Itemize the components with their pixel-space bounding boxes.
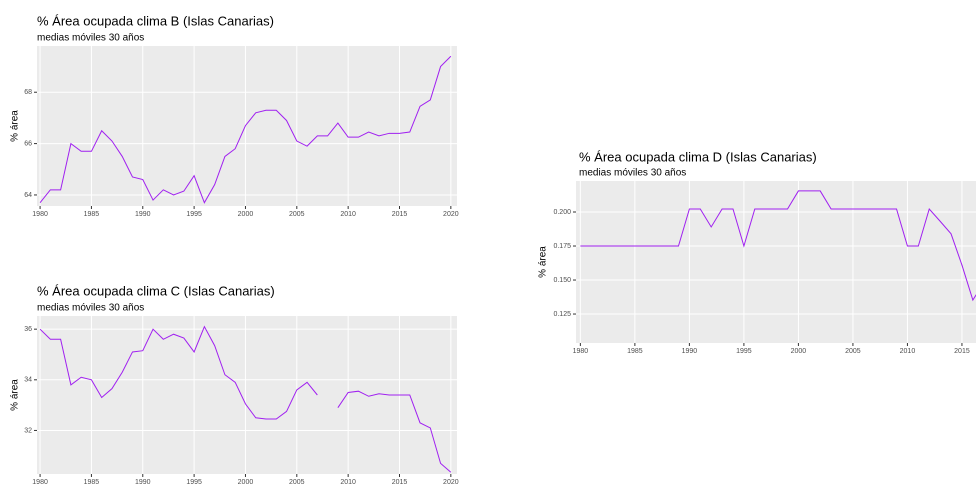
x-tick-label: 2005 <box>845 348 861 355</box>
x-tick-label: 1985 <box>84 211 100 218</box>
y-tick-label: 66 <box>24 140 32 147</box>
chart-subtitle: medias móviles 30 años <box>579 168 686 179</box>
x-tick-label: 1985 <box>627 348 643 355</box>
x-tick-label: 2000 <box>238 211 254 218</box>
y-tick-label: 0.200 <box>553 209 571 216</box>
x-tick-label: 1995 <box>736 348 752 355</box>
x-tick-label: 1990 <box>135 211 151 218</box>
chart-subtitle: medias móviles 30 años <box>37 303 144 314</box>
x-tick-label: 2010 <box>900 348 916 355</box>
x-tick-label: 2015 <box>392 211 408 218</box>
x-tick-label: 1985 <box>84 479 100 486</box>
x-tick-label: 1990 <box>135 479 151 486</box>
panel <box>37 46 457 206</box>
y-tick-label: 0.175 <box>553 243 571 250</box>
chart: % Área ocupada clima B (Islas Canarias) m… <box>10 13 459 217</box>
y-axis-label: % área <box>10 110 21 142</box>
y-axis-label: % área <box>538 246 549 278</box>
x-tick-label: 1980 <box>32 211 48 218</box>
chart-subtitle: medias móviles 30 años <box>37 33 144 44</box>
x-tick-label: 2005 <box>289 211 305 218</box>
x-tick-label: 2000 <box>791 348 807 355</box>
data-line <box>39 55 452 204</box>
panel <box>576 181 976 343</box>
y-tick-label: 34 <box>24 377 32 384</box>
chart-title: % Área ocupada clima D (Islas Canarias) <box>579 149 817 164</box>
x-tick-label: 1995 <box>186 211 202 218</box>
x-tick-label: 1990 <box>682 348 698 355</box>
chart: % Área ocupada clima C (Islas Canarias) m… <box>10 283 459 485</box>
y-tick-label: 0.125 <box>553 311 571 318</box>
x-tick-label: 2010 <box>340 479 356 486</box>
x-tick-label: 2010 <box>340 211 356 218</box>
x-tick-label: 2015 <box>954 348 970 355</box>
x-tick-label: 1980 <box>573 348 589 355</box>
x-tick-label: 2015 <box>392 479 408 486</box>
chart: % Área ocupada clima D (Islas Canarias) m… <box>538 149 976 355</box>
x-tick-label: 1980 <box>32 479 48 486</box>
data-line <box>580 190 976 302</box>
y-tick-label: 0.150 <box>553 277 571 284</box>
x-tick-label: 2020 <box>443 479 459 486</box>
chart-title: % Área ocupada clima B (Islas Canarias) <box>37 13 274 28</box>
y-tick-label: 32 <box>24 427 32 434</box>
data-line <box>39 325 452 473</box>
y-axis-label: % área <box>10 379 21 411</box>
y-tick-label: 36 <box>24 326 32 333</box>
x-tick-label: 2000 <box>238 479 254 486</box>
x-tick-label: 1995 <box>186 479 202 486</box>
x-tick-label: 2005 <box>289 479 305 486</box>
chart-title: % Área ocupada clima C (Islas Canarias) <box>37 283 275 298</box>
x-tick-label: 2020 <box>443 211 459 218</box>
y-tick-label: 68 <box>24 89 32 96</box>
y-tick-label: 64 <box>24 192 32 199</box>
